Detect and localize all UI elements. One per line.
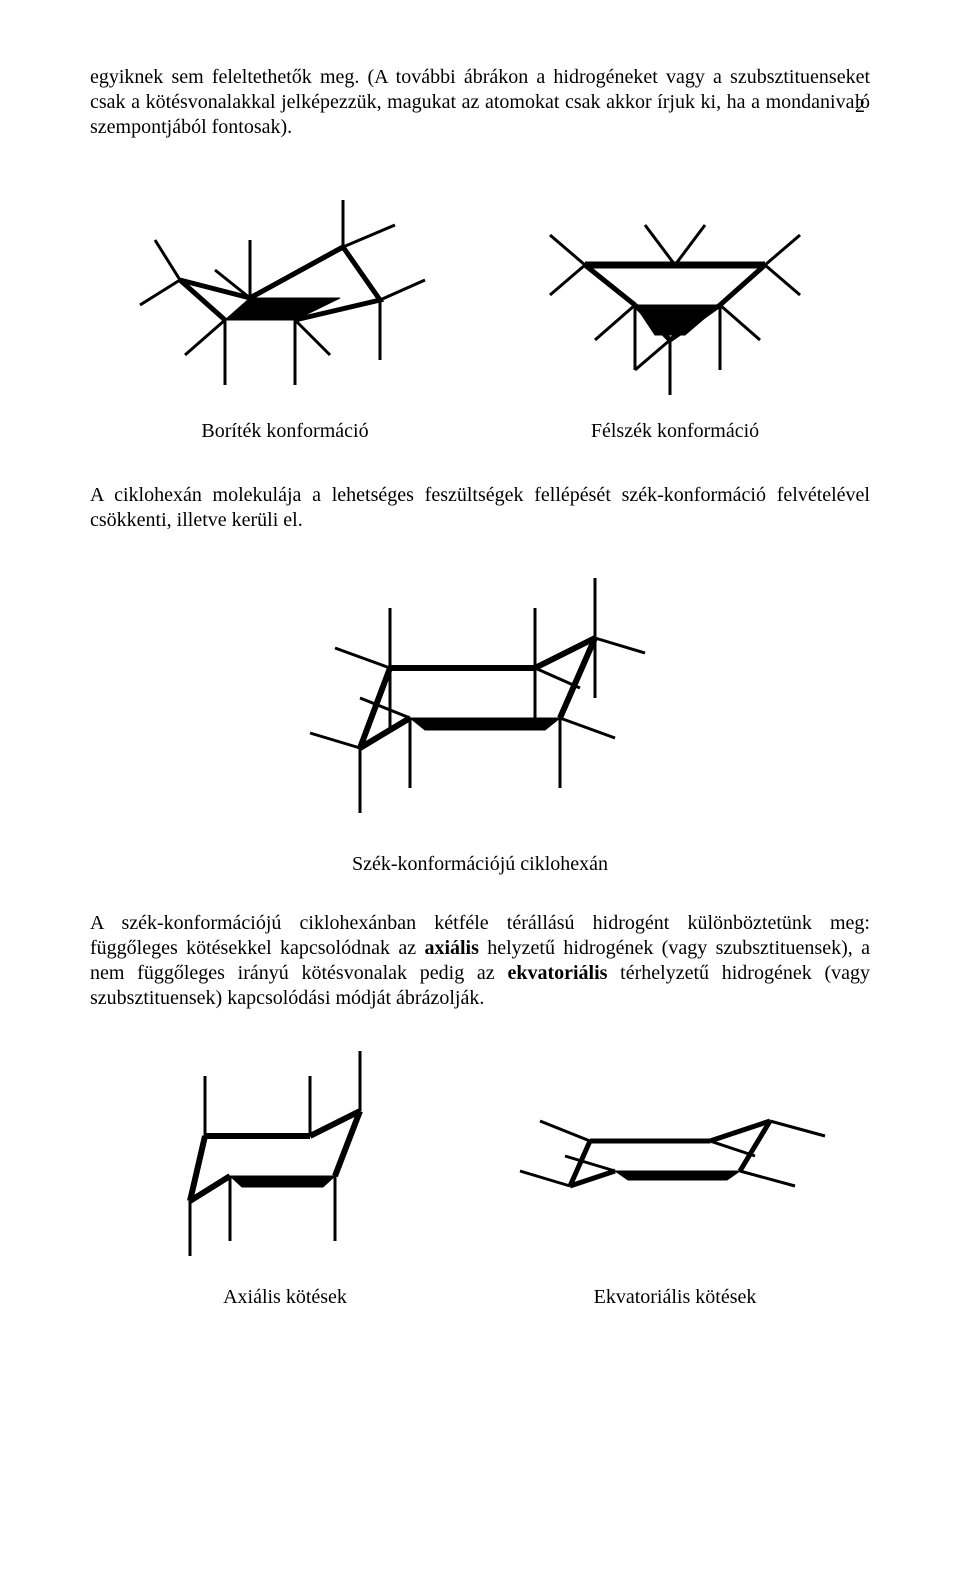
caption-envelope: Boríték konformáció — [90, 420, 480, 443]
figure-row-2 — [90, 1041, 870, 1261]
caption-row-2: Axiális kötések Ekvatoriális kötések — [90, 1286, 870, 1309]
page-number: 2 — [855, 95, 865, 118]
figure-chair — [90, 558, 870, 838]
chair-diagram-icon — [280, 558, 680, 838]
paragraph-3: A szék-konformációjú ciklohexánban kétfé… — [90, 911, 870, 1011]
figure-equatorial — [480, 1066, 870, 1236]
caption-equatorial: Ekvatoriális kötések — [480, 1286, 870, 1309]
paragraph-2: A ciklohexán molekulája a lehetséges fes… — [90, 483, 870, 533]
figure-halfchair — [480, 170, 870, 400]
envelope-diagram-icon — [125, 170, 445, 400]
figure-envelope — [90, 170, 480, 400]
page-container: 2 egyiknek sem feleltethetők meg. (A tov… — [0, 65, 960, 1594]
caption-row-1: Boríték konformáció Félszék konformáció — [90, 420, 870, 443]
p3-bold-ekvatorialis: ekvatoriális — [507, 962, 607, 984]
figure-axial — [90, 1041, 480, 1261]
caption-halfchair: Félszék konformáció — [480, 420, 870, 443]
paragraph-1: egyiknek sem feleltethetők meg. (A továb… — [90, 65, 870, 140]
axial-diagram-icon — [135, 1041, 435, 1261]
caption-axial: Axiális kötések — [90, 1286, 480, 1309]
figure-row-1 — [90, 170, 870, 400]
equatorial-diagram-icon — [495, 1066, 855, 1236]
p3-bold-axialis: axiális — [424, 937, 478, 959]
halfchair-diagram-icon — [515, 170, 835, 400]
caption-chair: Szék-konformációjú ciklohexán — [90, 853, 870, 876]
